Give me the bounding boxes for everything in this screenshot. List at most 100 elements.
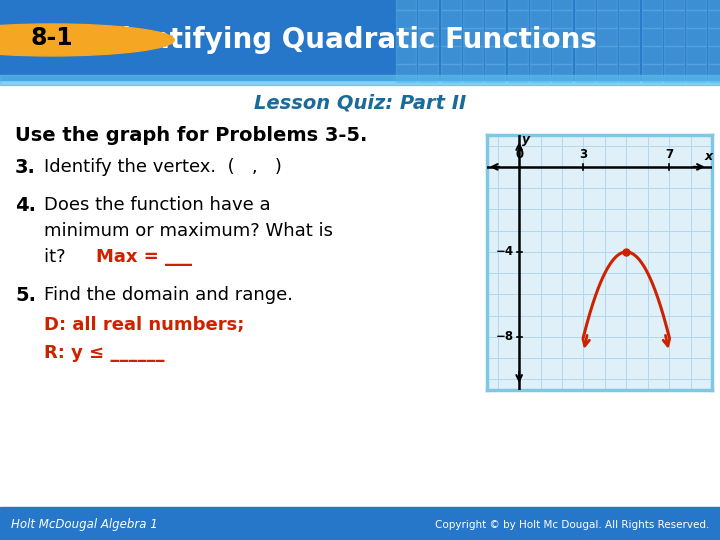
Bar	[530, 64, 550, 82]
Text: Does the function have a: Does the function have a	[44, 196, 271, 214]
Text: Identifying Quadratic Functions: Identifying Quadratic Functions	[101, 26, 597, 54]
Bar	[708, 10, 720, 28]
Bar	[686, 28, 706, 46]
Bar	[575, 10, 595, 28]
Text: Holt McDougal Algebra 1: Holt McDougal Algebra 1	[11, 518, 158, 531]
Bar	[642, 28, 662, 46]
Text: 0: 0	[515, 147, 523, 160]
Bar	[552, 28, 572, 46]
Text: Copyright © by Holt Mc Dougal. All Rights Reserved.: Copyright © by Holt Mc Dougal. All Right…	[435, 520, 709, 530]
Bar	[552, 0, 572, 10]
Text: minimum or maximum? What is: minimum or maximum? What is	[44, 222, 333, 240]
Bar	[530, 0, 550, 10]
Bar	[396, 64, 416, 82]
Bar	[530, 28, 550, 46]
Text: R: y ≤ ______: R: y ≤ ______	[44, 345, 164, 362]
Ellipse shape	[0, 24, 174, 56]
Bar	[708, 46, 720, 64]
Text: x: x	[705, 150, 713, 163]
Bar	[575, 28, 595, 46]
Bar	[708, 64, 720, 82]
Bar	[441, 28, 461, 46]
Bar	[686, 0, 706, 10]
Bar	[619, 0, 639, 10]
Bar	[575, 0, 595, 10]
Bar	[418, 64, 438, 82]
Bar	[441, 46, 461, 64]
Bar	[441, 0, 461, 10]
Bar	[686, 46, 706, 64]
Text: D: all real numbers;: D: all real numbers;	[44, 316, 244, 334]
Text: −4: −4	[495, 245, 514, 258]
Bar	[686, 64, 706, 82]
Bar	[619, 10, 639, 28]
Bar	[463, 0, 483, 10]
Bar	[642, 46, 662, 64]
Bar	[642, 64, 662, 82]
Text: Max = ___: Max = ___	[96, 248, 192, 266]
Text: it?: it?	[44, 248, 83, 266]
Bar	[619, 64, 639, 82]
Bar	[619, 46, 639, 64]
Bar	[642, 0, 662, 10]
Bar	[508, 64, 528, 82]
Bar	[418, 46, 438, 64]
Bar	[508, 0, 528, 10]
Bar	[0, 75, 720, 85]
Text: Identify the vertex.  (   ,   ): Identify the vertex. ( , )	[44, 158, 282, 176]
Bar	[619, 28, 639, 46]
Bar	[463, 64, 483, 82]
Bar	[597, 28, 617, 46]
Bar	[664, 46, 684, 64]
Bar	[441, 64, 461, 82]
Bar	[463, 46, 483, 64]
Bar	[441, 10, 461, 28]
Bar	[418, 10, 438, 28]
Text: 3: 3	[580, 147, 588, 160]
Bar	[530, 10, 550, 28]
Bar	[597, 10, 617, 28]
Bar	[597, 0, 617, 10]
Bar	[508, 46, 528, 64]
Bar	[485, 28, 505, 46]
Bar	[530, 46, 550, 64]
Bar	[552, 64, 572, 82]
Bar	[664, 64, 684, 82]
Text: 5.: 5.	[15, 286, 36, 305]
Bar	[597, 46, 617, 64]
Text: Use the graph for Problems 3-5.: Use the graph for Problems 3-5.	[15, 126, 367, 145]
Text: 7: 7	[665, 147, 673, 160]
Text: Find the domain and range.: Find the domain and range.	[44, 286, 293, 304]
Bar	[508, 10, 528, 28]
Bar	[575, 46, 595, 64]
Text: 3.: 3.	[15, 158, 36, 177]
Bar	[575, 64, 595, 82]
Bar	[664, 28, 684, 46]
Bar	[463, 10, 483, 28]
Bar	[597, 64, 617, 82]
Bar	[418, 0, 438, 10]
Bar	[396, 0, 416, 10]
Bar	[485, 10, 505, 28]
Bar	[552, 10, 572, 28]
Bar	[708, 28, 720, 46]
Bar	[396, 46, 416, 64]
Bar	[664, 10, 684, 28]
Text: 4.: 4.	[15, 196, 36, 215]
Bar	[396, 28, 416, 46]
Bar	[485, 64, 505, 82]
Bar	[508, 28, 528, 46]
Text: Lesson Quiz: Part II: Lesson Quiz: Part II	[254, 94, 466, 113]
Bar	[552, 46, 572, 64]
Bar	[396, 10, 416, 28]
Bar	[485, 46, 505, 64]
Bar	[485, 0, 505, 10]
Bar	[664, 0, 684, 10]
Text: 8-1: 8-1	[30, 26, 73, 50]
Text: −8: −8	[495, 330, 514, 343]
Bar	[463, 28, 483, 46]
Text: y: y	[521, 133, 530, 146]
Bar	[708, 0, 720, 10]
Bar	[642, 10, 662, 28]
Bar	[418, 28, 438, 46]
